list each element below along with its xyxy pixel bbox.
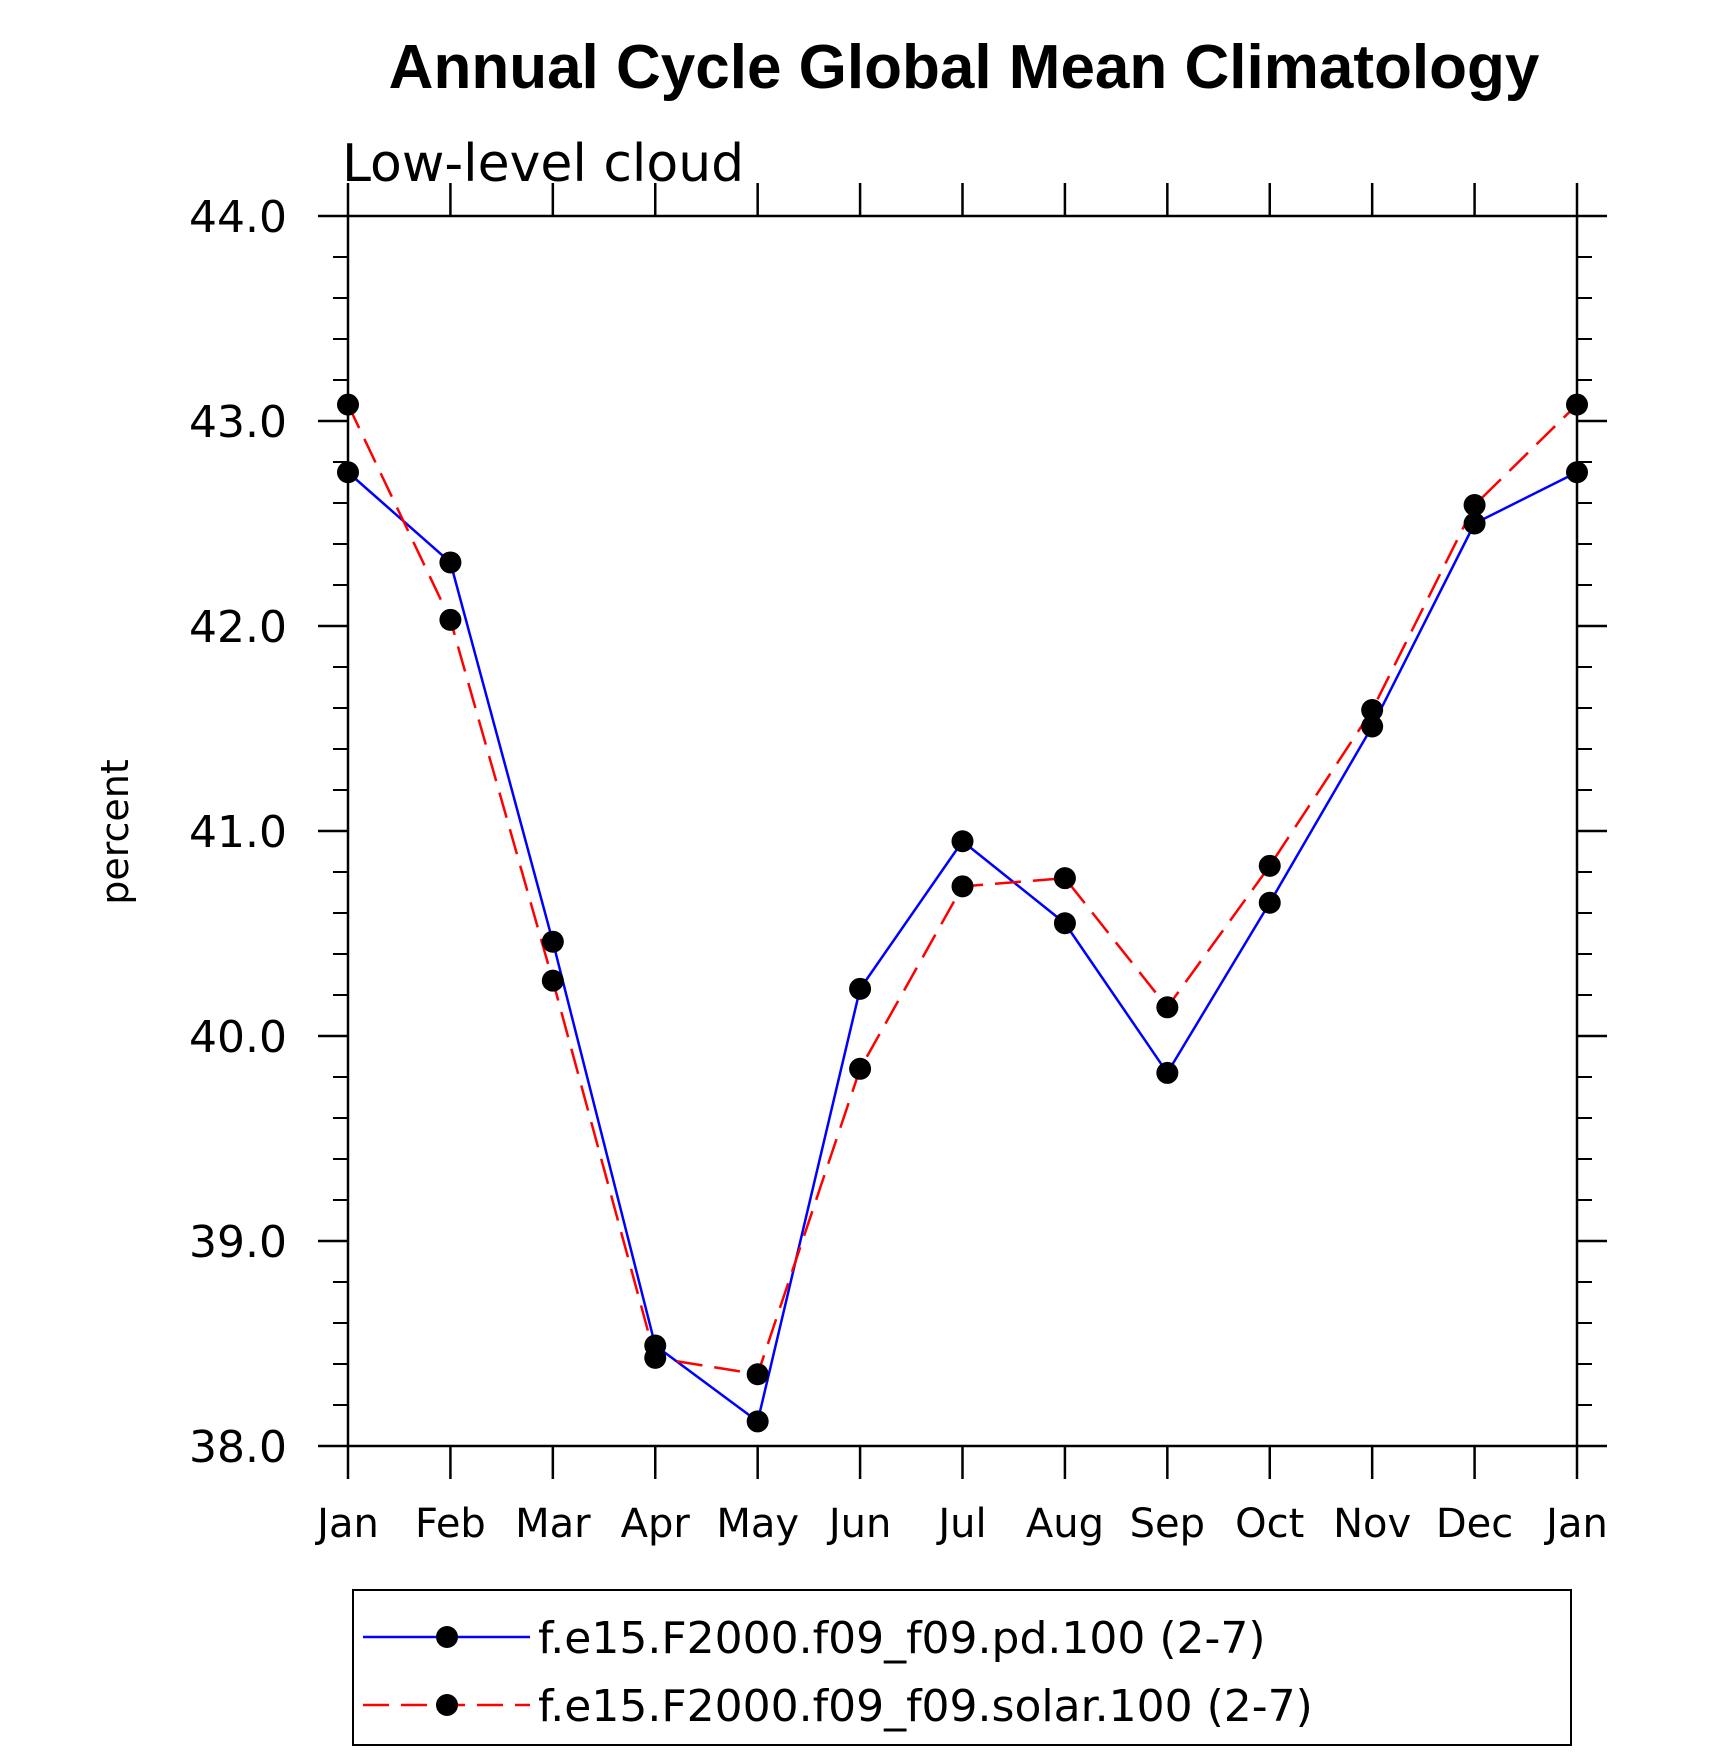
data-point-series-2 [746, 1363, 769, 1386]
x-tick-label: Jul [935, 1501, 986, 1547]
x-tick-label: Apr [621, 1501, 691, 1547]
data-point-series-2 [644, 1346, 667, 1369]
data-point-series-2 [337, 393, 359, 416]
y-tick-label: 42.0 [189, 602, 287, 653]
x-tick-label: Aug [1026, 1501, 1104, 1547]
y-tick-label: 44.0 [189, 192, 287, 243]
x-tick-label: May [716, 1501, 799, 1547]
data-point-series-2 [439, 608, 462, 631]
data-point-series-1 [1156, 1061, 1179, 1084]
data-point-series-2 [1156, 996, 1179, 1019]
data-point-series-1 [849, 977, 872, 1000]
data-point-series-1 [439, 551, 462, 574]
legend-label-2: f.e15.F2000.f09_f09.solar.100 (2-7) [538, 1681, 1313, 1732]
data-point-series-1 [1053, 912, 1076, 935]
legend-box [352, 1589, 1572, 1746]
axes: Jan Feb Mar Apr May Jun Jul Aug Sep Oct Nov Dec Jan 3… [189, 183, 1608, 1547]
data-point-series-2 [951, 875, 974, 898]
y-tick-label: 40.0 [189, 1012, 287, 1063]
chart-title: Annual Cycle Global Mean Climatology [389, 33, 1540, 102]
data-point-series-1 [1463, 512, 1486, 535]
legend-label-1: f.e15.F2000.f09_f09.pd.100 (2-7) [538, 1613, 1266, 1664]
y-tick-label: 38.0 [189, 1422, 287, 1473]
x-tick-label: Nov [1333, 1501, 1411, 1547]
data-point-series-1 [337, 461, 359, 484]
data-point-series-1 [1566, 461, 1588, 484]
data-point-series-2 [1566, 393, 1588, 416]
legend-marker-2 [436, 1694, 458, 1716]
series-layer [337, 393, 1588, 1433]
x-tick-label: Feb [415, 1501, 486, 1547]
data-point-series-1 [1361, 715, 1384, 738]
x-tick-label: Jan [1543, 1501, 1608, 1547]
y-tick-label: 43.0 [189, 397, 287, 448]
legend-marker-1 [436, 1626, 458, 1648]
x-tick-label: Jan [314, 1501, 379, 1547]
x-tick-label: Dec [1436, 1501, 1513, 1547]
data-point-series-2 [849, 1057, 872, 1080]
x-tick-label: Oct [1235, 1501, 1304, 1547]
legend: f.e15.F2000.f09_f09.pd.100 (2-7) f.e15.F2… [363, 1613, 1313, 1732]
data-point-series-2 [1258, 854, 1281, 877]
y-tick-label: 41.0 [189, 807, 287, 858]
y-tick-label: 39.0 [189, 1217, 287, 1268]
x-tick-label: Mar [515, 1501, 591, 1547]
data-point-series-1 [951, 830, 974, 853]
y-axis-label: percent [93, 759, 137, 905]
data-point-series-1 [1258, 891, 1281, 914]
data-point-series-2 [1361, 699, 1384, 722]
data-point-series-1 [746, 1410, 769, 1433]
x-tick-label: Sep [1130, 1501, 1205, 1547]
x-tick-label: Jun [826, 1501, 892, 1547]
series-line-1 [347, 471, 1578, 1423]
chart-subtitle: Low-level cloud [342, 134, 744, 194]
data-point-series-2 [1463, 494, 1486, 517]
data-point-series-1 [541, 930, 564, 953]
data-point-series-2 [541, 969, 564, 992]
data-point-series-2 [1053, 867, 1076, 890]
